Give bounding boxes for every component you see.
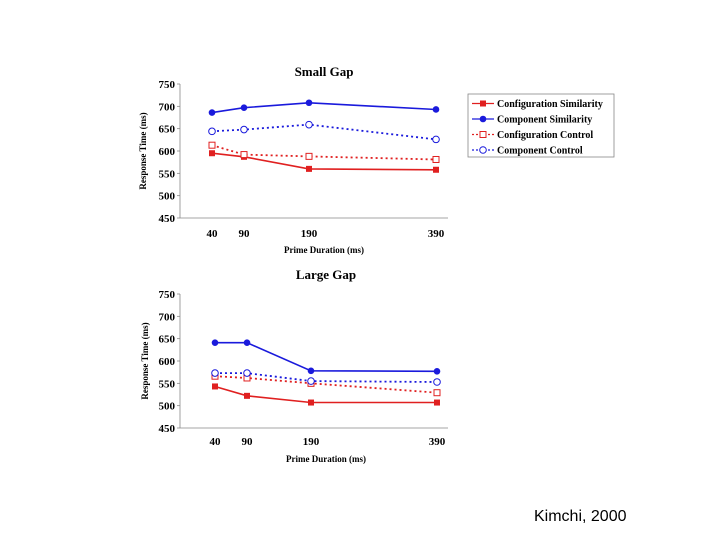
legend-box (467, 93, 615, 158)
x-tick-label: 40 (210, 436, 222, 448)
legend-marker-component-similarity (479, 115, 487, 123)
legend-label-component-control: Component Control (497, 146, 583, 157)
data-point-configuration-control (208, 141, 216, 149)
data-point-configuration-control (240, 151, 248, 159)
data-point-configuration-similarity (212, 383, 218, 390)
y-tick-label: 550 (159, 168, 176, 180)
data-point-component-control (243, 369, 251, 377)
x-tick-label: 90 (239, 228, 251, 240)
series-line-component-similarity (211, 101, 437, 114)
data-point-component-similarity (305, 99, 313, 107)
y-tick-label: 700 (159, 101, 176, 113)
y-tick-label: 750 (159, 289, 176, 301)
data-point-configuration-similarity (308, 399, 314, 406)
citation-credit: Kimchi, 2000 (534, 508, 627, 525)
x-tick-label: 40 (207, 228, 219, 240)
y-tick-label: 600 (159, 146, 176, 158)
series-line-configuration-control (214, 375, 438, 394)
data-point-component-control (307, 377, 315, 385)
legend-label-component-similarity: Component Similarity (497, 115, 592, 126)
chart-large-gap: Large Gap 450 500 550 600 650 700 750 40 90 190 390… (140, 267, 448, 464)
series-line-configuration-similarity (214, 385, 437, 404)
data-point-configuration-similarity (244, 392, 250, 399)
y-tick-label: 650 (159, 334, 176, 346)
y-tick-label: 450 (159, 213, 176, 225)
legend-marker-component-control (479, 146, 487, 154)
data-point-component-control (240, 125, 248, 134)
legend-label-configuration-control: Configuration Control (497, 130, 593, 141)
series-line-configuration-control (211, 144, 437, 161)
x-axis-label: Prime Duration (ms) (284, 245, 364, 255)
x-tick-label: 390 (428, 228, 445, 240)
series-line-configuration-similarity (211, 152, 437, 171)
series-line-component-similarity (215, 341, 438, 373)
legend-marker-configuration-similarity (480, 100, 486, 107)
data-point-component-similarity (243, 339, 251, 346)
y-axis-label: Response Time (ms) (140, 322, 150, 399)
data-point-configuration-similarity (209, 150, 215, 157)
y-tick-label: 500 (159, 401, 176, 413)
data-point-component-similarity (211, 339, 219, 346)
x-tick-label: 390 (429, 436, 446, 448)
data-point-component-similarity (307, 367, 315, 375)
y-tick-label: 650 (159, 124, 176, 136)
chart-small-gap: Small Gap 450 500 550 600 650 700 750 40 90 190 390… (138, 64, 448, 255)
data-point-component-control (432, 135, 440, 144)
x-tick-label: 190 (301, 228, 318, 240)
chart-title: Small Gap (295, 64, 354, 79)
data-point-component-control (208, 127, 216, 136)
series-line-component-control (211, 123, 437, 141)
data-point-component-similarity (432, 106, 440, 113)
data-point-component-control (211, 369, 219, 377)
x-axis-label: Prime Duration (ms) (286, 454, 366, 464)
chart-title: Large Gap (296, 267, 356, 282)
data-point-configuration-control (305, 152, 313, 160)
data-point-component-control (433, 378, 441, 386)
data-point-component-control (305, 120, 313, 129)
data-point-configuration-similarity (306, 165, 312, 172)
data-point-configuration-similarity (433, 166, 439, 173)
series-line-component-control (215, 372, 438, 383)
data-point-component-similarity (433, 367, 441, 375)
x-tick-label: 90 (242, 436, 254, 448)
data-point-component-similarity (208, 109, 216, 116)
y-axis-label: Response Time (ms) (138, 112, 148, 189)
chart-legend: Configuration Similarity Component Simila… (467, 93, 615, 158)
y-tick-label: 550 (159, 378, 176, 390)
x-tick-label: 190 (303, 436, 320, 448)
y-tick-label: 750 (159, 79, 176, 91)
data-point-configuration-similarity (434, 399, 440, 406)
data-point-component-similarity (240, 104, 248, 111)
legend-marker-configuration-control (479, 131, 487, 138)
y-tick-label: 450 (159, 423, 176, 435)
y-tick-label: 700 (159, 311, 176, 323)
y-tick-label: 500 (159, 191, 176, 203)
data-point-configuration-control (433, 389, 441, 397)
data-point-configuration-control (432, 155, 440, 163)
y-tick-label: 600 (159, 356, 176, 368)
legend-label-configuration-similarity: Configuration Similarity (497, 99, 603, 110)
